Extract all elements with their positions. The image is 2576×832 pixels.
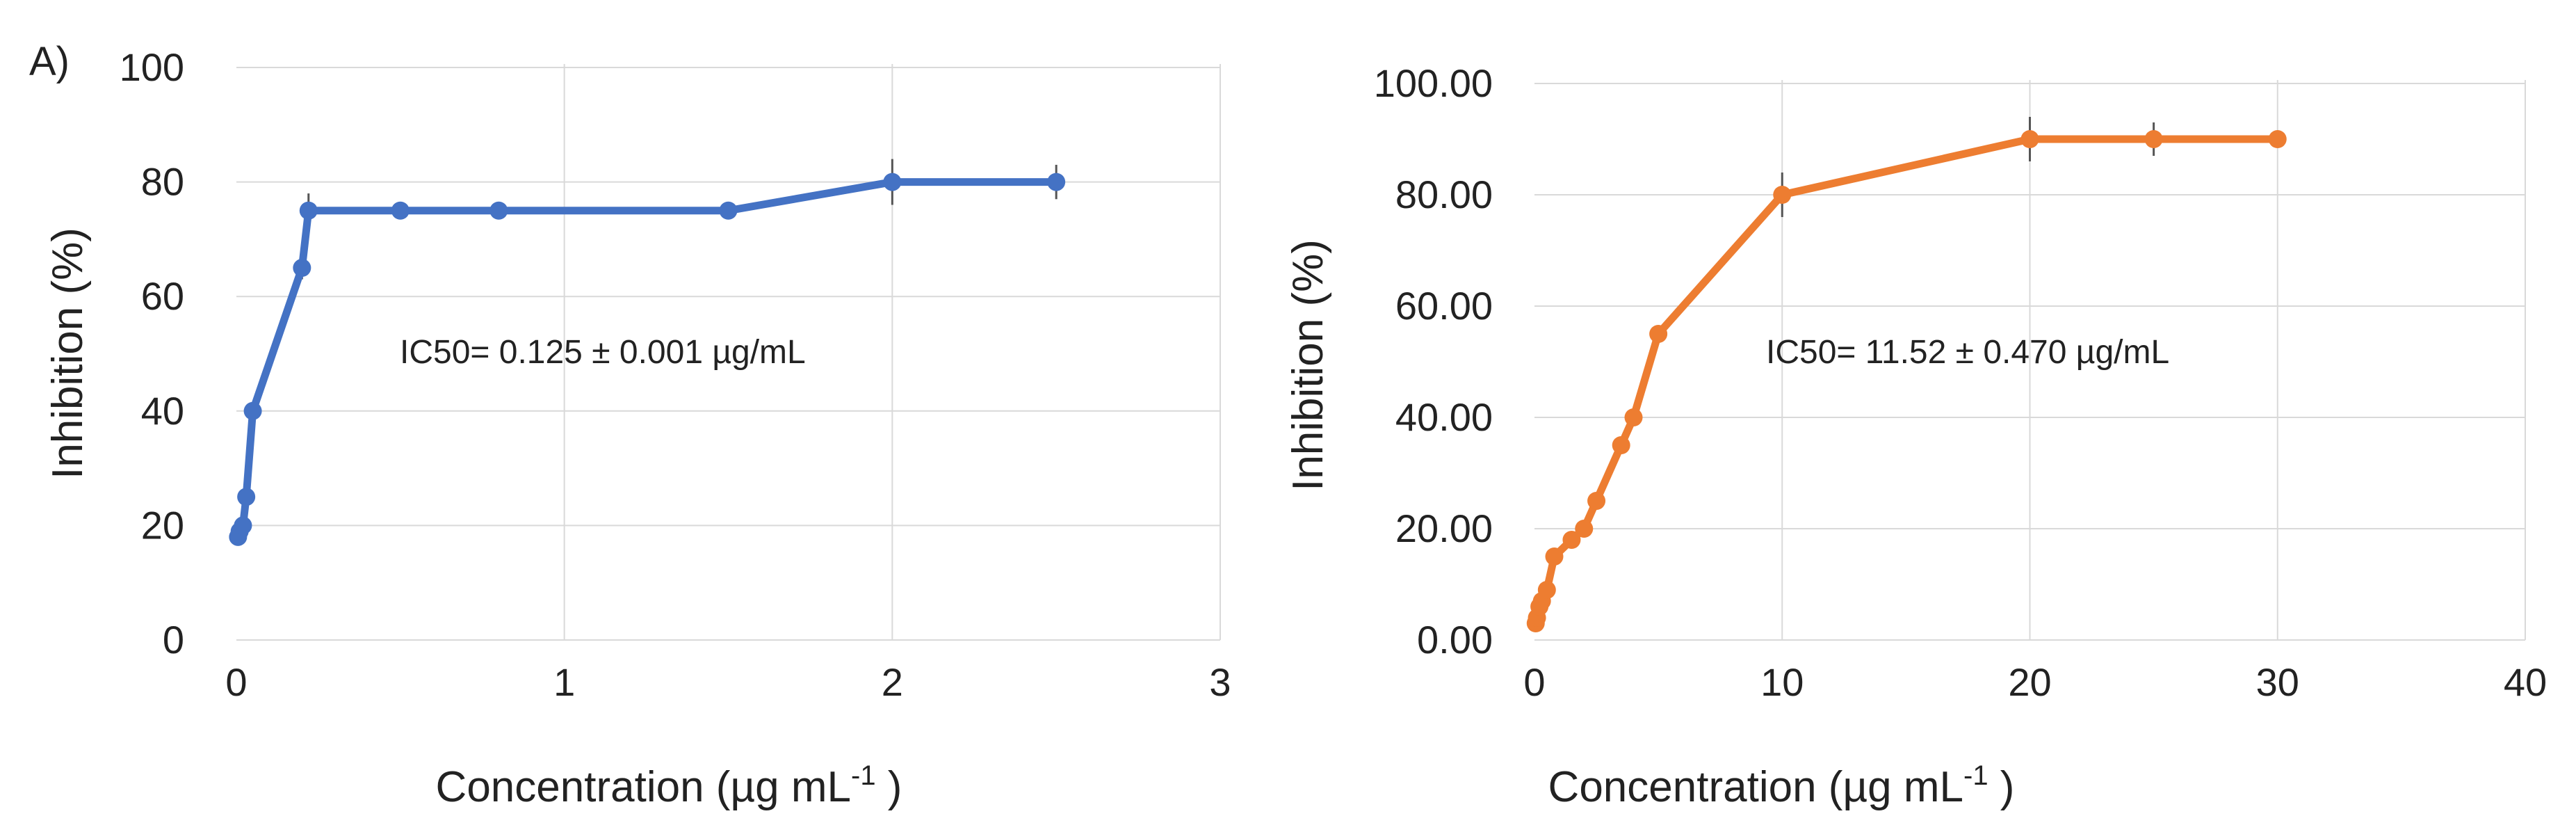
y-axis-title-a: Inhibition (%)	[44, 227, 92, 479]
x-tick-label-b: 10	[1760, 660, 1804, 704]
ic50-annotation-b: IC50= 11.52 ± 0.470 µg/mL	[1766, 334, 2169, 371]
ticks-b: 0.00 20.00 40.00 60.00 80.00 100.00 0 10 20 30 40	[1374, 61, 2547, 704]
data-point-a	[391, 201, 410, 220]
y-tick-label-b: 0.00	[1417, 618, 1493, 662]
y-tick-label-b: 40.00	[1395, 395, 1493, 439]
x-axis-title-b-end: )	[1988, 763, 2015, 811]
x-axis-title-a-text: Concentration (µg mL	[436, 763, 851, 811]
data-point-b	[1575, 520, 1594, 538]
data-point-a	[243, 401, 262, 420]
data-point-b	[1562, 531, 1581, 549]
y-tick-label-a: 0	[163, 618, 184, 662]
data-point-b	[1587, 492, 1606, 510]
y-tick-label-b: 80.00	[1395, 173, 1493, 216]
x-axis-title-a-sup: -1	[851, 760, 876, 791]
x-axis-title-a-end: )	[876, 763, 902, 811]
panel-label-a: A)	[29, 39, 70, 84]
x-tick-label-a: 3	[1209, 660, 1231, 704]
data-point-a	[1047, 173, 1066, 191]
data-point-a	[234, 516, 252, 535]
error-bars-a	[300, 159, 1058, 280]
y-tick-label-a: 60	[141, 274, 184, 318]
data-point-b	[1612, 436, 1630, 454]
x-tick-label-b: 30	[2256, 660, 2299, 704]
x-axis-title-b-sup: -1	[1963, 760, 1988, 791]
y-axis-title-b: Inhibition (%)	[1288, 239, 1332, 491]
x-tick-label-b: 40	[2504, 660, 2547, 704]
y-tick-label-b: 60.00	[1395, 284, 1493, 328]
data-point-b	[1545, 547, 1564, 566]
x-tick-label-a: 1	[553, 660, 575, 704]
y-tick-label-a: 20	[141, 503, 184, 547]
y-tick-label-a: 40	[141, 389, 184, 433]
series-line-b	[1532, 135, 2282, 627]
gridlines-a	[236, 64, 1221, 641]
data-point-b	[2020, 130, 2039, 148]
x-tick-label-b: 20	[2008, 660, 2051, 704]
y-tick-label-b: 100.00	[1374, 61, 1493, 105]
y-tick-label-b: 20.00	[1395, 506, 1493, 550]
data-point-a	[719, 201, 738, 220]
data-point-a	[883, 173, 902, 191]
x-tick-label-a: 0	[225, 660, 247, 704]
ticks-a: 0 20 40 60 80 100 0 1 2 3	[120, 45, 1231, 704]
chart-a: 0 20 40 60 80 100 0 1 2 3 A) IC50= 0.125 ± 0.001 …	[29, 39, 1231, 811]
ic50-annotation-a: IC50= 0.125 ± 0.001 µg/mL	[400, 334, 806, 371]
data-point-a	[299, 201, 318, 220]
data-point-b	[1537, 581, 1556, 599]
data-point-b	[1773, 186, 1792, 204]
x-axis-title-b-text: Concentration (µg mL	[1548, 763, 1963, 811]
x-axis-title-b: Concentration (µg mL-1 )	[1548, 760, 2015, 811]
x-axis-title-a: Concentration (µg mL-1 )	[436, 760, 902, 811]
data-points-b	[1526, 130, 2287, 632]
data-point-b	[1624, 408, 1643, 426]
y-tick-label-a: 80	[141, 160, 184, 204]
x-tick-label-a: 2	[882, 660, 903, 704]
data-point-b	[2268, 130, 2287, 148]
data-point-b	[1649, 325, 1668, 343]
x-tick-label-b: 0	[1523, 660, 1545, 704]
data-point-a	[293, 259, 311, 278]
y-tick-label-a: 100	[120, 45, 184, 89]
data-point-a	[237, 488, 256, 506]
data-points-a	[229, 173, 1066, 546]
data-point-b	[2144, 130, 2163, 148]
data-point-a	[489, 201, 508, 220]
error-bars-b	[1781, 117, 2155, 217]
